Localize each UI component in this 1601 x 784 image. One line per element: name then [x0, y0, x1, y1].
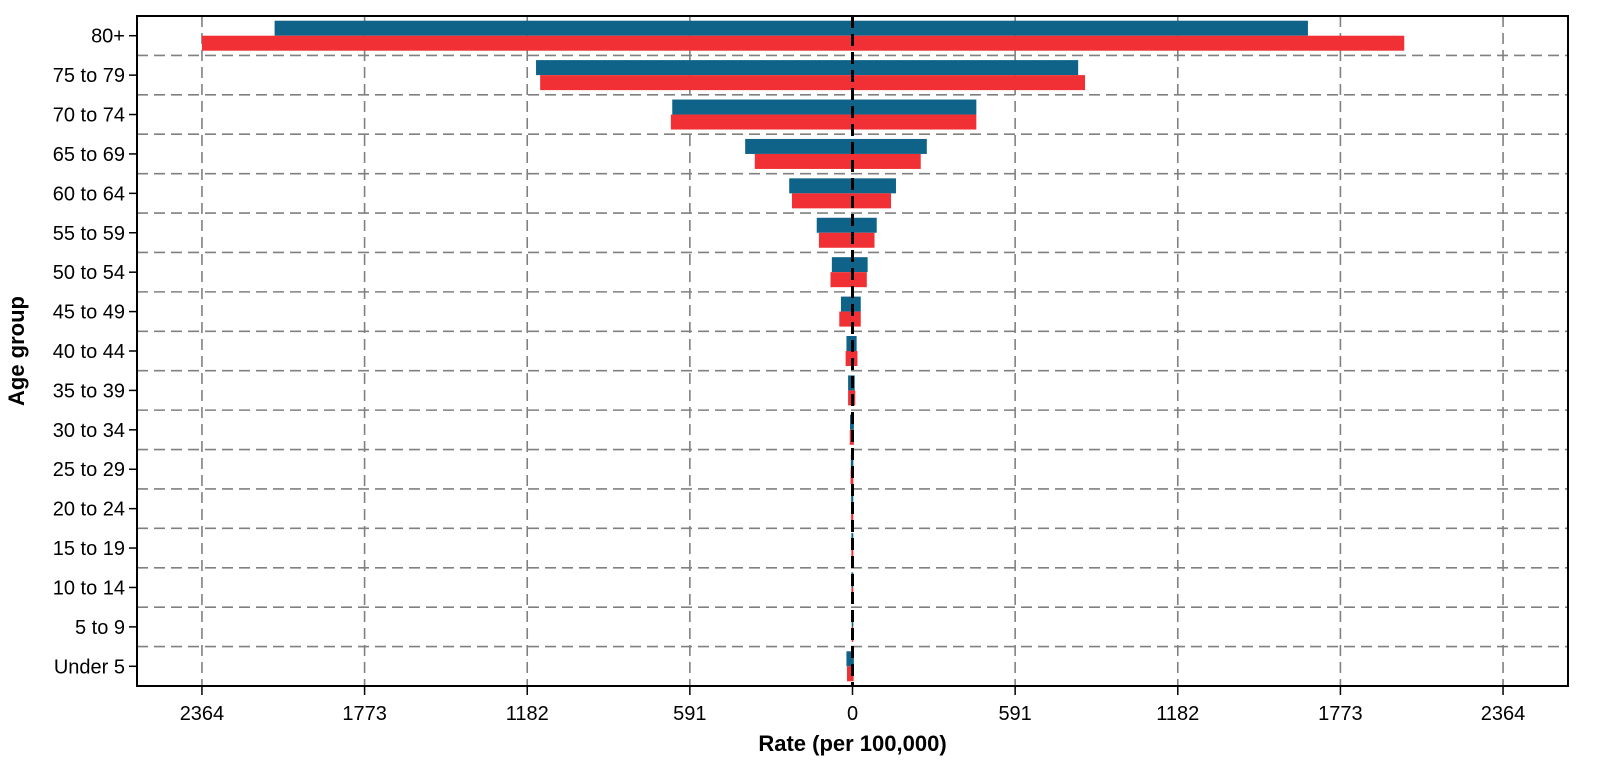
y-tick-label: 55 to 59	[53, 223, 125, 245]
x-tick-label: 591	[673, 703, 706, 725]
bar-right	[852, 232, 875, 248]
y-tick-label: 5 to 9	[75, 617, 125, 639]
y-tick-label: 20 to 24	[53, 499, 125, 521]
bar-right	[852, 257, 868, 273]
y-tick-label: 10 to 14	[53, 577, 125, 599]
bar-right	[852, 508, 854, 524]
bar-left	[840, 296, 853, 312]
bar-right	[852, 454, 854, 470]
bar-left	[201, 35, 853, 51]
bars	[201, 20, 1405, 682]
bar-right	[852, 20, 1308, 36]
y-tick-label: 35 to 39	[53, 380, 125, 402]
bar-left	[848, 390, 853, 406]
bar-left	[848, 375, 853, 391]
y-tick-label: Under 5	[54, 656, 125, 678]
bar-right	[852, 272, 867, 288]
bar-left	[851, 493, 853, 509]
y-tick-label: 70 to 74	[53, 105, 125, 127]
bar-left	[830, 272, 853, 288]
y-tick-label: 80+	[91, 26, 125, 48]
bar-right	[852, 35, 1405, 51]
bar-right	[852, 75, 1086, 91]
y-tick-label: 25 to 29	[53, 459, 125, 481]
bar-right	[852, 60, 1079, 76]
x-axis-title: Rate (per 100,000)	[758, 731, 946, 756]
bar-left	[670, 114, 853, 130]
bar-left	[839, 311, 853, 327]
y-tick-label: 40 to 44	[53, 341, 125, 363]
bar-right	[852, 651, 854, 667]
bar-left	[831, 257, 853, 273]
x-tick-label: 1182	[506, 703, 549, 725]
y-tick-label: 60 to 64	[53, 183, 125, 205]
bar-right	[852, 548, 854, 564]
bar-right	[852, 311, 861, 327]
bar-right	[852, 153, 921, 169]
bar-left	[846, 666, 853, 682]
x-tick-label: 1773	[1318, 703, 1363, 725]
bar-left	[845, 351, 853, 366]
bar-right	[852, 114, 977, 130]
x-tick-label: 1182	[1156, 703, 1199, 725]
bar-left	[846, 336, 853, 351]
y-tick-label: 30 to 34	[53, 420, 125, 442]
x-tick-label: 1773	[342, 703, 387, 725]
bar-right	[852, 217, 877, 233]
bar-left	[536, 60, 853, 76]
bar-right	[852, 193, 892, 209]
x-tick-label: 2364	[1481, 703, 1526, 725]
y-tick-label: 15 to 19	[53, 538, 125, 560]
bar-left	[851, 508, 853, 524]
bar-right	[852, 99, 977, 115]
y-axis-title: Age group	[4, 296, 29, 406]
bar-left	[851, 548, 853, 564]
bar-left	[274, 20, 853, 36]
y-tick-label: 75 to 79	[53, 65, 125, 87]
bar-left	[816, 217, 853, 233]
bar-right	[852, 296, 861, 312]
x-tick-label: 591	[998, 703, 1031, 725]
y-tick-label: 50 to 54	[53, 262, 125, 284]
bar-left	[846, 651, 853, 667]
bar-right	[852, 493, 854, 509]
bar-left	[789, 178, 853, 194]
bar-left	[791, 193, 853, 209]
bar-right	[852, 178, 896, 194]
bar-right	[852, 138, 927, 154]
axis-ticks: 2364 1773 1182 591 0 591 1182 1773 2364 80+ 75 to …	[53, 26, 1526, 725]
bar-left	[818, 232, 853, 248]
bar-left	[754, 153, 853, 169]
y-tick-label: 45 to 49	[53, 302, 125, 324]
x-tick-label: 2364	[180, 703, 225, 725]
bar-left	[745, 138, 853, 154]
bar-left	[672, 99, 853, 115]
bar-right	[852, 336, 857, 351]
bar-left	[850, 454, 853, 470]
x-tick-label: 0	[847, 703, 858, 725]
y-tick-label: 65 to 69	[53, 144, 125, 166]
bar-right	[852, 351, 858, 366]
bar-left	[540, 75, 853, 91]
